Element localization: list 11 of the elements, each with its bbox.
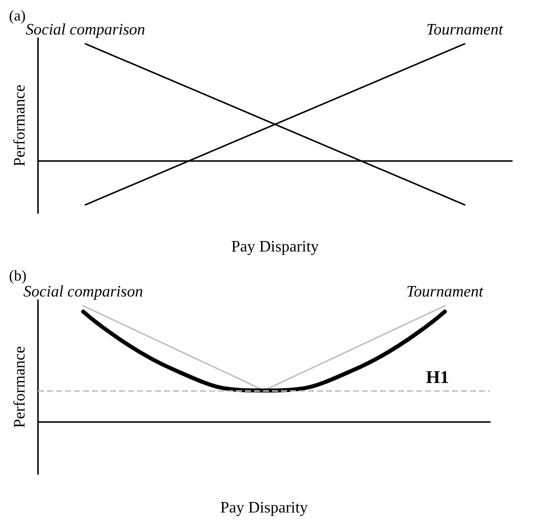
x-axis-title: Pay Disparity [231,238,319,256]
series-label: Social comparison [26,21,146,38]
annotation: H1 [426,367,450,387]
y-axis-title: Performance [12,84,28,166]
y-axis-title: Performance [12,346,28,428]
x-axis-title: Pay Disparity [220,500,308,516]
chart-title: (b) [9,268,26,284]
chart-title: (a) [9,8,26,24]
series-label: Tournament [406,283,484,300]
series-label: Tournament [426,21,504,38]
series-label: Social comparison [23,283,143,300]
